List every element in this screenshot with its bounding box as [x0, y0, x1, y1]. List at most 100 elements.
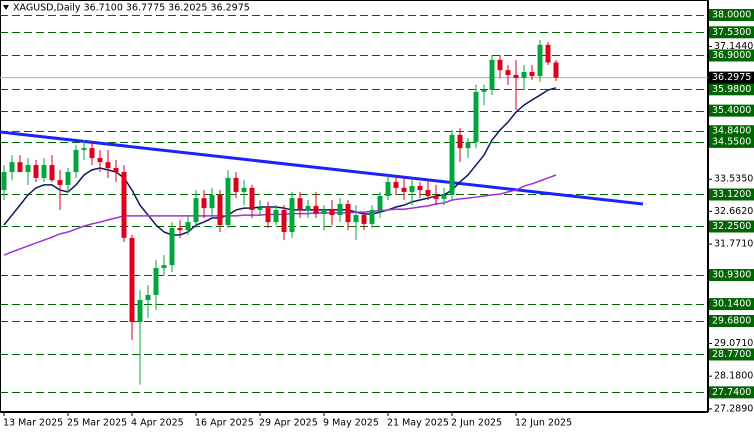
candle-body [169, 227, 175, 266]
candle-body [89, 148, 95, 159]
candle-body [297, 198, 303, 210]
candle-body [121, 172, 127, 238]
candle-body [473, 91, 479, 142]
level-label-box [709, 188, 754, 201]
candle-body [33, 165, 39, 178]
level-label: 30.9300 [712, 270, 751, 281]
candle-body [273, 209, 279, 223]
y-tick-label: 28.1800 [714, 371, 753, 382]
candle-body [481, 90, 487, 92]
candle-body [265, 208, 271, 223]
candle-body [441, 194, 447, 199]
candle-body [401, 187, 407, 192]
current-price-box [709, 71, 754, 84]
candle-body [345, 204, 351, 223]
candle-body [57, 180, 63, 185]
level-label-box [709, 269, 754, 282]
level-label: 33.1200 [712, 189, 751, 200]
level-label-box [709, 298, 754, 311]
candle-body [409, 186, 415, 192]
candle-body [209, 194, 215, 209]
candle-body [425, 190, 431, 196]
candle-body [529, 72, 535, 77]
moving-average [3, 174, 557, 256]
x-tick-label: 4 Apr 2025 [131, 418, 184, 429]
candle-body [417, 186, 423, 191]
candle-body [321, 209, 327, 214]
candle-body [497, 59, 503, 71]
chart-icon [3, 5, 9, 10]
candle-body [505, 70, 511, 75]
x-tick-label: 2 Jun 2025 [451, 418, 502, 429]
candle-body [513, 74, 519, 78]
y-tick-label: 33.5350 [714, 174, 753, 185]
candle-body [289, 198, 295, 233]
candle-body [313, 205, 319, 214]
level-label-box [709, 348, 754, 361]
candle-body [337, 204, 343, 216]
level-label-box [709, 83, 754, 96]
level-label: 28.7700 [712, 349, 751, 360]
candle-body [81, 148, 87, 150]
candle-body [449, 134, 455, 195]
candle-body [257, 208, 263, 210]
x-tick-label: 9 May 2025 [323, 418, 379, 429]
moving-average [3, 87, 557, 236]
candle-body [353, 215, 359, 223]
candle-body [73, 149, 79, 173]
x-tick-label: 12 Jun 2025 [515, 418, 572, 429]
level-label: 35.9800 [712, 84, 751, 95]
candle-body [545, 44, 551, 63]
candle-body [97, 158, 103, 163]
candle-body [369, 209, 375, 224]
x-tick-label: 21 May 2025 [387, 418, 449, 429]
candle-body [145, 294, 151, 301]
candle-body [129, 237, 135, 323]
level-label: 34.5500 [712, 136, 751, 147]
candle-body [41, 165, 47, 178]
candle-body [217, 194, 223, 226]
level-label-box [709, 9, 754, 22]
candle-body [49, 165, 55, 181]
level-label-box [709, 386, 754, 399]
y-tick-label: 27.2890 [714, 403, 753, 414]
candle-body [9, 162, 15, 173]
candle-body [233, 177, 239, 192]
level-label: 36.9000 [712, 50, 751, 61]
y-tick-label: 37.1440 [714, 41, 753, 52]
level-label-box [709, 49, 754, 62]
chart-title: XAGUSD,Daily 36.7100 36.7775 36.2025 36.… [13, 3, 250, 14]
candle-body [201, 198, 207, 209]
level-label: 29.6800 [712, 316, 751, 327]
candle-body [329, 209, 335, 216]
candle-body [305, 205, 311, 210]
candle-body [489, 59, 495, 91]
candle-body [177, 227, 183, 231]
candle-body [457, 134, 463, 149]
candle-body [25, 165, 31, 173]
candle-body [521, 72, 527, 78]
candle-body [249, 187, 255, 210]
candle-body [161, 265, 167, 269]
level-label: 27.7400 [712, 387, 751, 398]
x-tick-label: 16 Apr 2025 [195, 418, 254, 429]
candle-body [105, 162, 111, 169]
y-tick-label: 31.7710 [714, 239, 753, 250]
candle-body [65, 172, 71, 185]
candle-body [385, 181, 391, 196]
trendline [0, 130, 644, 206]
candle-body [465, 141, 471, 149]
candle-body [1, 172, 7, 191]
x-tick-label: 13 Mar 2025 [3, 418, 63, 429]
candle-body [153, 268, 159, 295]
level-label-box [709, 104, 754, 117]
y-tick-label: 29.0710 [714, 338, 753, 349]
candle-body [113, 168, 119, 173]
level-label: 34.8400 [712, 126, 751, 137]
x-tick-label: 25 Mar 2025 [67, 418, 127, 429]
candle-body [377, 195, 383, 210]
current-price-label: 36.2975 [712, 72, 751, 83]
level-label: 30.1400 [712, 299, 751, 310]
y-tick-label: 32.6620 [714, 206, 753, 217]
candle-body [537, 44, 543, 77]
